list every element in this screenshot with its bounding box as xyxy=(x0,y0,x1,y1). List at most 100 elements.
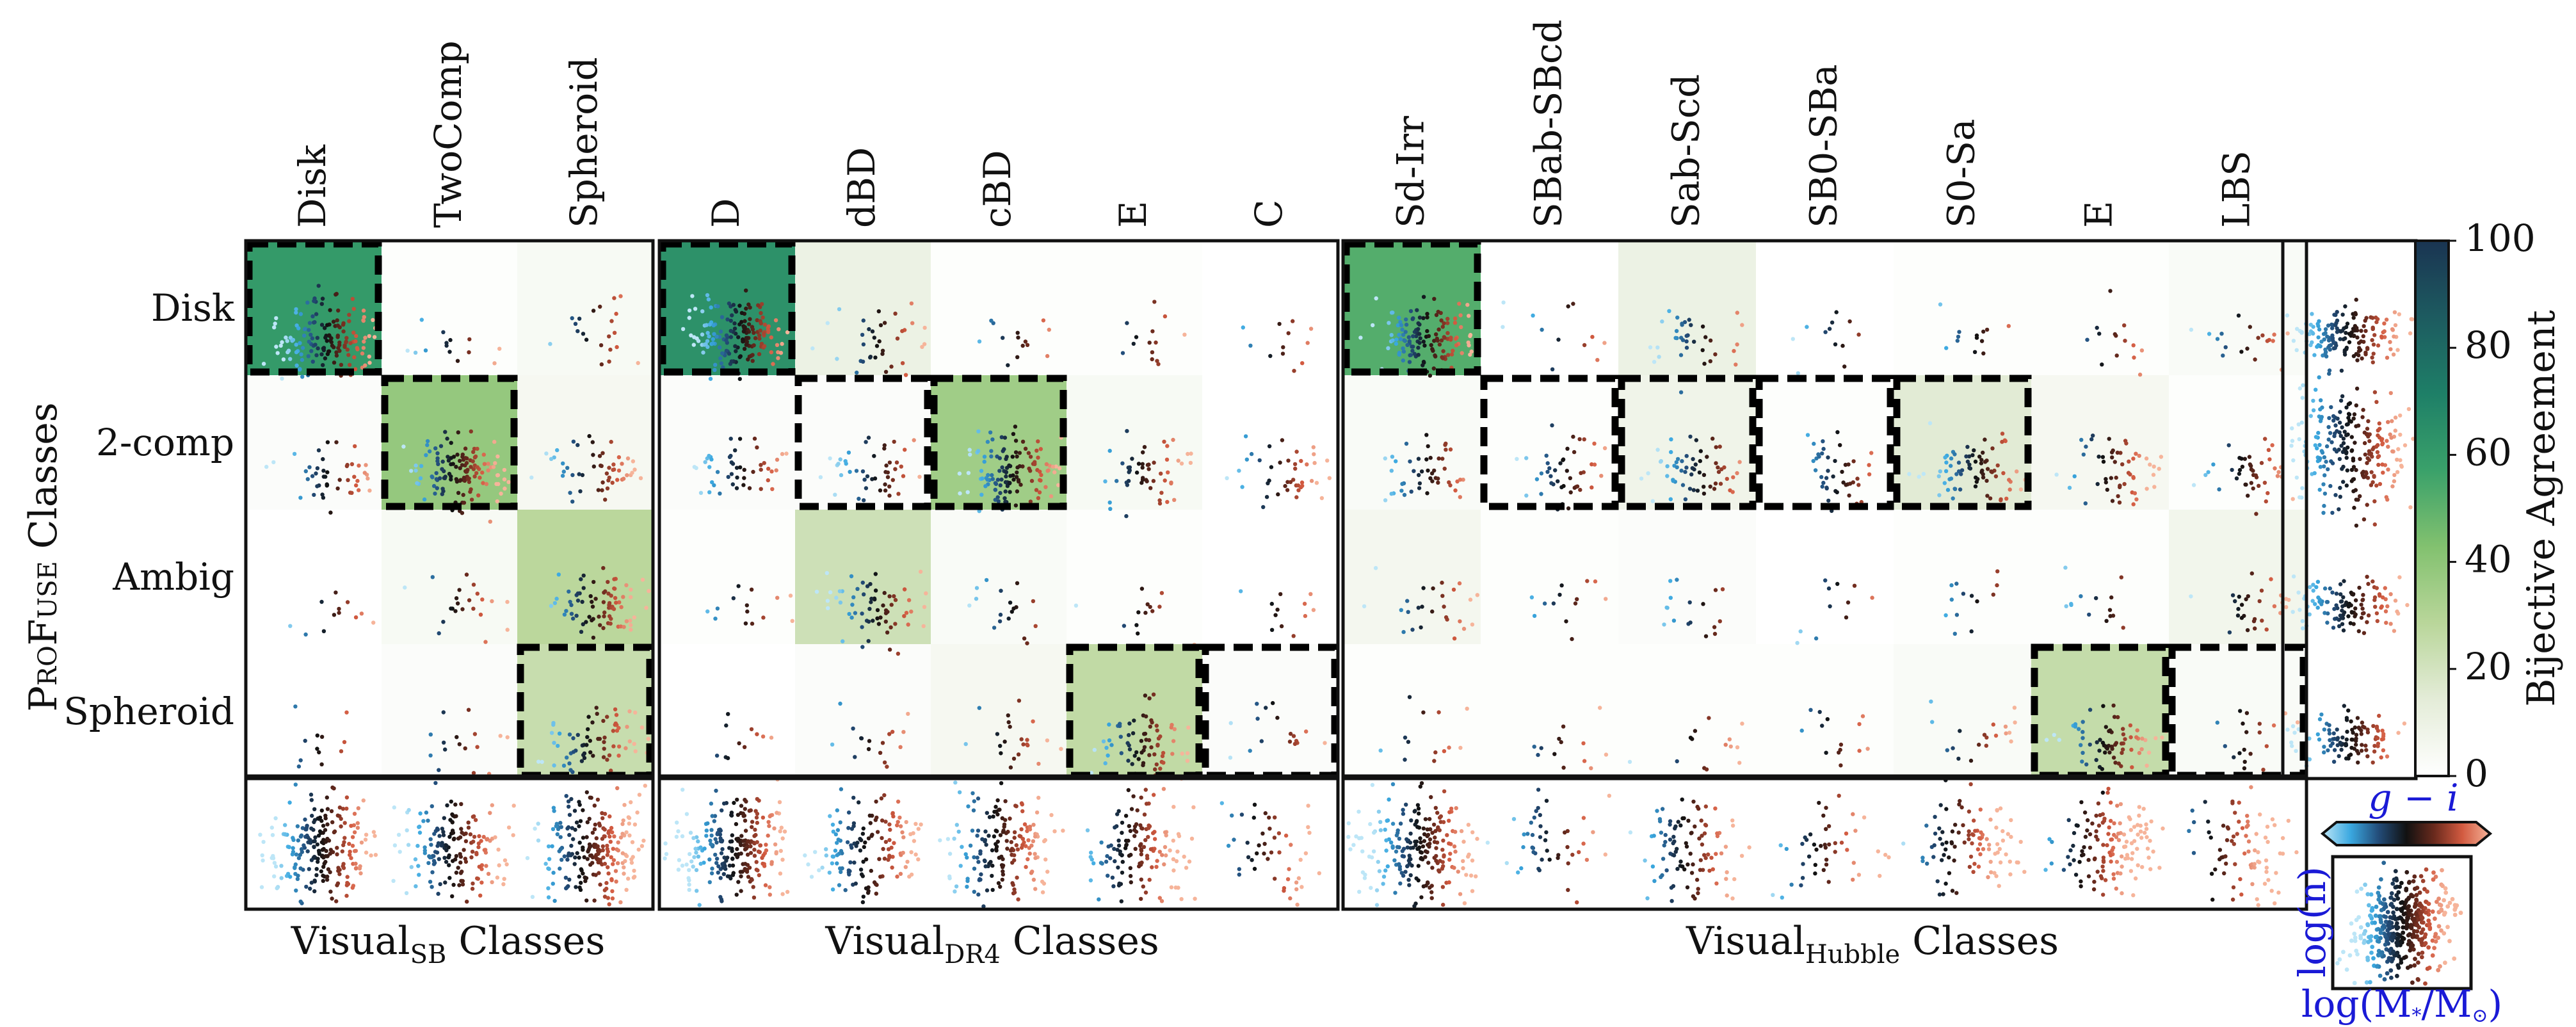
scatter-point xyxy=(1397,332,1401,337)
scatter-point xyxy=(331,319,336,324)
scatter-point xyxy=(2206,820,2210,824)
scatter-point xyxy=(1416,353,1421,357)
scatter-point xyxy=(1130,457,1134,461)
scatter-point xyxy=(1979,830,1983,835)
scatter-point xyxy=(2127,815,2131,820)
scatter-point xyxy=(1978,807,1983,812)
scatter-point xyxy=(1010,610,1015,614)
scatter-point xyxy=(2111,756,2116,760)
scatter-point xyxy=(996,499,1001,504)
scatter-point xyxy=(2339,592,2343,597)
scatter-point xyxy=(472,814,476,819)
scatter-point xyxy=(1668,595,1673,600)
scatter-point xyxy=(677,858,682,862)
scatter-point xyxy=(2209,836,2213,840)
scatter-point xyxy=(449,799,453,804)
scatter-point xyxy=(296,873,300,878)
scatter-point xyxy=(1676,820,1680,824)
scatter-point xyxy=(726,712,730,716)
scatter-point xyxy=(1389,492,1394,496)
scatter-point xyxy=(448,337,453,343)
scatter-point xyxy=(878,875,883,879)
scatter-point xyxy=(576,329,580,334)
scatter-point xyxy=(309,792,314,797)
scatter-point xyxy=(2109,859,2113,864)
scatter-point xyxy=(286,348,291,353)
scatter-point xyxy=(453,802,458,807)
scatter-point xyxy=(1390,845,1395,850)
scatter-point xyxy=(2330,510,2335,515)
scatter-point xyxy=(1033,855,1038,861)
scatter-point xyxy=(1141,845,1147,850)
scatter-point xyxy=(2232,842,2236,846)
scatter-point xyxy=(1714,881,1719,886)
scatter-point xyxy=(1847,319,1852,324)
scatter-point xyxy=(1026,451,1031,455)
scatter-point xyxy=(2383,335,2387,339)
scatter-point xyxy=(1581,741,1586,746)
scatter-point xyxy=(2244,597,2248,602)
scatter-point xyxy=(883,839,889,845)
scatter-point xyxy=(2376,443,2380,448)
scatter-point xyxy=(2273,466,2277,471)
scatter-point xyxy=(475,465,479,469)
scatter-point xyxy=(1668,837,1673,842)
scatter-point xyxy=(460,607,465,611)
scatter-point xyxy=(1977,842,1983,846)
scatter-point xyxy=(1131,794,1136,798)
scatter-point xyxy=(335,486,340,491)
scatter-point xyxy=(356,806,360,811)
scatter-point xyxy=(606,896,610,900)
scatter-point xyxy=(2223,854,2228,859)
scatter-point xyxy=(472,455,478,460)
scatter-point xyxy=(1163,845,1168,850)
scatter-point xyxy=(1015,470,1019,475)
scatter-point xyxy=(1524,493,1529,498)
scatter-point xyxy=(1144,478,1148,482)
scatter-point xyxy=(605,757,609,762)
scatter-point xyxy=(2237,467,2242,473)
scatter-point xyxy=(469,497,474,502)
scatter-point xyxy=(1008,601,1013,605)
scatter-point xyxy=(2369,470,2374,474)
scatter-point xyxy=(1732,349,1736,353)
scatter-point xyxy=(704,323,709,327)
scatter-point xyxy=(2327,371,2331,376)
scatter-point xyxy=(1182,854,1186,859)
scatter-point xyxy=(2334,449,2339,454)
scatter-point xyxy=(1430,830,1435,835)
scatter-point xyxy=(2257,860,2262,864)
scatter-point xyxy=(602,590,606,595)
scatter-point xyxy=(2231,885,2236,890)
scatter-point xyxy=(954,884,959,889)
scatter-point xyxy=(887,837,892,843)
scatter-point xyxy=(1839,763,1843,768)
scatter-point xyxy=(352,811,357,816)
scatter-point xyxy=(2348,621,2353,626)
scatter-point xyxy=(1994,874,1999,878)
scatter-point xyxy=(1684,845,1689,849)
scatter-point xyxy=(1163,314,1168,319)
scatter-point xyxy=(906,622,910,627)
scatter-point xyxy=(1116,865,1120,870)
scatter-point xyxy=(1115,479,1119,483)
scatter-point xyxy=(2346,412,2351,416)
scatter-point xyxy=(769,350,774,355)
scatter-point xyxy=(860,832,865,836)
scatter-point xyxy=(2381,471,2385,475)
scatter-point xyxy=(778,871,783,876)
scatter-point xyxy=(2350,727,2355,732)
scatter-point xyxy=(2079,594,2083,599)
scatter-point xyxy=(1416,345,1421,350)
scatter-point xyxy=(436,841,441,846)
scatter-point xyxy=(873,476,878,481)
scatter-point xyxy=(1447,857,1452,862)
scatter-point xyxy=(1016,897,1020,902)
scatter-point xyxy=(720,847,725,852)
scatter-point xyxy=(1006,363,1010,368)
scatter-point xyxy=(323,474,328,479)
scatter-point xyxy=(585,735,590,740)
scatter-point xyxy=(1024,844,1028,848)
scatter-point xyxy=(1592,441,1597,446)
scatter-point xyxy=(321,629,326,633)
